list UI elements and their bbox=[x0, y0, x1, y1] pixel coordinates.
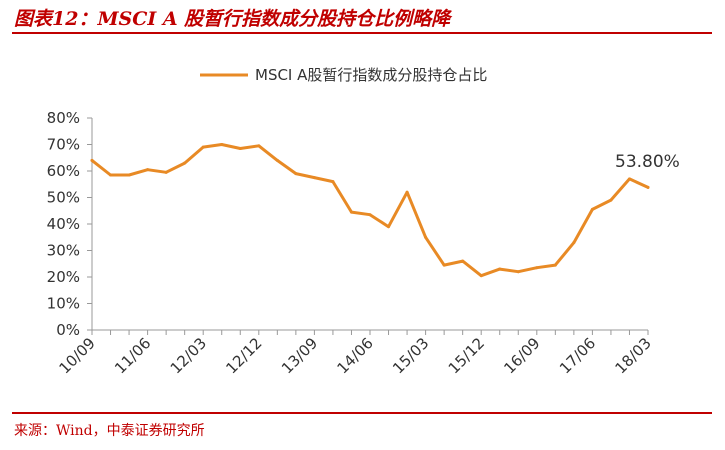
x-tick-label: 13/09 bbox=[278, 334, 321, 377]
data-point bbox=[479, 274, 483, 278]
data-point bbox=[109, 173, 113, 177]
data-point bbox=[238, 146, 242, 150]
data-point bbox=[294, 172, 298, 176]
data-point bbox=[646, 185, 650, 189]
data-point bbox=[183, 161, 187, 165]
data-point bbox=[442, 263, 446, 267]
x-tick-label: 16/09 bbox=[500, 334, 543, 377]
y-tick-label: 10% bbox=[47, 295, 80, 313]
data-point bbox=[553, 263, 557, 267]
data-point bbox=[164, 170, 168, 174]
x-tick-label: 18/03 bbox=[612, 334, 655, 377]
data-point bbox=[590, 207, 594, 211]
series-line bbox=[90, 143, 650, 278]
x-tick-label: 17/06 bbox=[556, 334, 599, 377]
title-divider bbox=[12, 32, 712, 34]
figure-title: 图表12：MSCI A 股暂行指数成分股持仓比例略降 bbox=[14, 8, 451, 30]
x-tick-label: 11/06 bbox=[111, 334, 154, 377]
data-point bbox=[424, 235, 428, 239]
data-point bbox=[146, 168, 150, 172]
data-point bbox=[405, 190, 409, 194]
data-point bbox=[498, 267, 502, 271]
y-tick-label: 80% bbox=[47, 109, 80, 127]
x-tick-label: 12/12 bbox=[222, 334, 265, 377]
plot-area bbox=[90, 143, 650, 278]
y-tick-label: 0% bbox=[56, 321, 80, 339]
data-point bbox=[368, 213, 372, 217]
data-point bbox=[349, 210, 353, 214]
data-point bbox=[201, 145, 205, 149]
data-point bbox=[90, 158, 94, 162]
y-axis: 0% 10% 20% 30% 40% 50% 60% 70% 80% bbox=[47, 109, 93, 339]
data-point bbox=[461, 259, 465, 263]
data-point bbox=[627, 177, 631, 181]
data-point bbox=[220, 143, 224, 146]
data-point bbox=[572, 241, 576, 245]
data-point bbox=[516, 270, 520, 274]
data-point bbox=[331, 180, 335, 184]
y-tick-label: 70% bbox=[47, 136, 80, 154]
data-point bbox=[387, 225, 391, 229]
x-tick-label: 15/03 bbox=[389, 334, 432, 377]
x-tick-label: 10/09 bbox=[56, 334, 99, 377]
x-tick-label: 12/03 bbox=[167, 334, 210, 377]
x-tick-label: 15/12 bbox=[445, 334, 488, 377]
x-axis: 10/09 11/06 12/03 12/12 13/09 14/06 15/03 15/12… bbox=[56, 329, 655, 377]
data-point bbox=[275, 158, 279, 162]
data-label-latest: 53.80% bbox=[615, 152, 680, 172]
data-point bbox=[609, 198, 613, 202]
y-tick-label: 50% bbox=[47, 189, 80, 207]
data-point bbox=[312, 176, 316, 180]
chart: MSCI A股暂行指数成分股持仓占比 0% 10% 20% 30% 40% 50% 60% 7… bbox=[47, 66, 680, 377]
x-tick-label: 14/06 bbox=[334, 334, 377, 377]
legend-label: MSCI A股暂行指数成分股持仓占比 bbox=[255, 66, 487, 84]
y-tick-label: 20% bbox=[47, 268, 80, 286]
data-point bbox=[535, 266, 539, 270]
data-point bbox=[127, 173, 131, 177]
y-tick-label: 30% bbox=[47, 242, 80, 260]
data-point bbox=[257, 144, 261, 148]
figure-source: 来源：Wind，中泰证券研究所 bbox=[14, 423, 205, 439]
legend: MSCI A股暂行指数成分股持仓占比 bbox=[200, 66, 487, 84]
source-divider bbox=[12, 412, 712, 414]
y-tick-label: 60% bbox=[47, 162, 80, 180]
y-tick-label: 40% bbox=[47, 215, 80, 233]
